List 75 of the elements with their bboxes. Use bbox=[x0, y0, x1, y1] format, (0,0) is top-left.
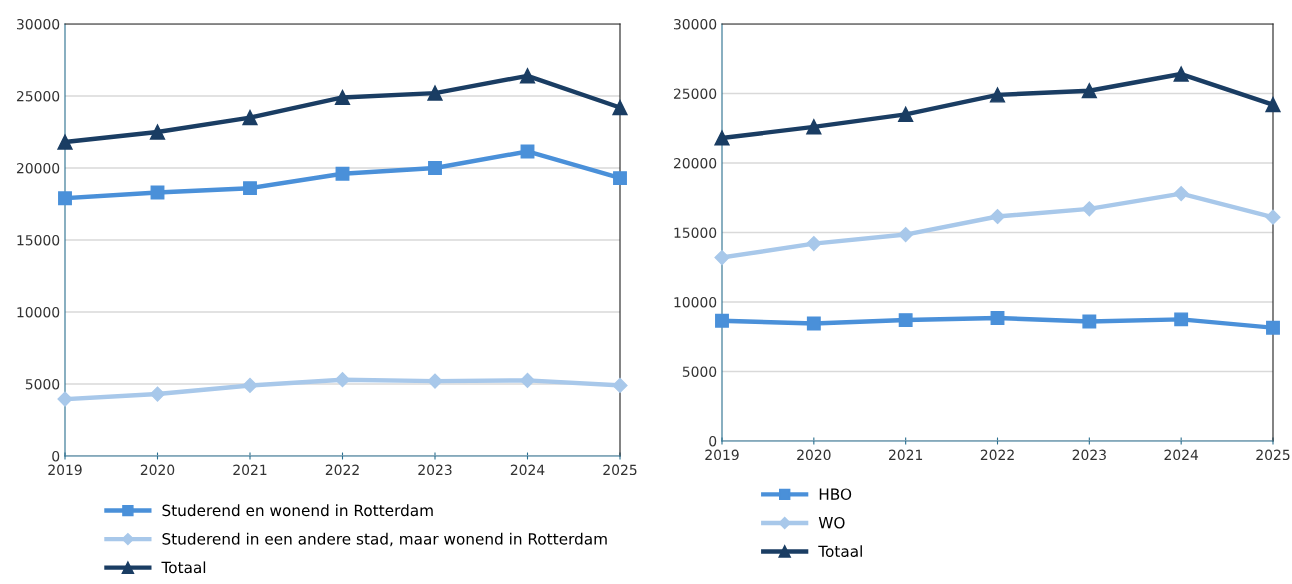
x-tick-label: 2020 bbox=[140, 464, 175, 476]
point bbox=[520, 144, 535, 159]
legend-label: Studerend in een andere stad, maar wonend in Rotterdam bbox=[162, 532, 607, 547]
point bbox=[806, 119, 822, 135]
point bbox=[334, 372, 351, 388]
point bbox=[612, 99, 628, 116]
y-tick-label: 20000 bbox=[16, 162, 60, 174]
point bbox=[58, 191, 72, 206]
x-tick-label: 2019 bbox=[48, 464, 82, 476]
point bbox=[1265, 96, 1281, 113]
x-tick-label: 2020 bbox=[797, 449, 831, 461]
point bbox=[898, 227, 914, 243]
point bbox=[149, 386, 166, 402]
point bbox=[335, 166, 350, 181]
y-tick-label: 30000 bbox=[674, 18, 717, 30]
x-tick-label: 2024 bbox=[510, 464, 545, 476]
point bbox=[806, 236, 822, 252]
point bbox=[1081, 83, 1097, 99]
point bbox=[612, 377, 628, 394]
point bbox=[243, 181, 257, 196]
point bbox=[519, 372, 536, 388]
x-tick-label: 2023 bbox=[418, 464, 452, 476]
point bbox=[1266, 320, 1280, 335]
y-tick-label: 5000 bbox=[682, 366, 717, 377]
point bbox=[334, 89, 351, 106]
point bbox=[898, 313, 913, 328]
y-tick-label: 5000 bbox=[25, 378, 60, 390]
point bbox=[714, 249, 730, 266]
point bbox=[1082, 314, 1097, 329]
point bbox=[898, 106, 914, 122]
x-tick-label: 2019 bbox=[705, 449, 739, 461]
x-tick-label: 2025 bbox=[1256, 449, 1290, 461]
x-tick-label: 2025 bbox=[603, 464, 637, 476]
point bbox=[427, 85, 443, 101]
point bbox=[1173, 186, 1189, 202]
point bbox=[427, 373, 443, 389]
point bbox=[519, 68, 536, 84]
y-tick-label: 15000 bbox=[674, 227, 717, 238]
y-tick-label: 25000 bbox=[673, 88, 717, 99]
point bbox=[242, 377, 258, 394]
point bbox=[57, 391, 73, 407]
point bbox=[57, 134, 73, 150]
point bbox=[1265, 209, 1281, 225]
point bbox=[715, 313, 729, 328]
point bbox=[242, 109, 258, 126]
y-tick-label: 15000 bbox=[17, 234, 60, 246]
point bbox=[714, 130, 730, 146]
y-tick-label: 10000 bbox=[674, 296, 717, 308]
legend-label: HBO bbox=[819, 488, 852, 500]
y-tick-label: 25000 bbox=[16, 90, 60, 102]
point bbox=[613, 171, 627, 186]
y-tick-label: 0 bbox=[52, 450, 60, 462]
y-tick-label: 20000 bbox=[673, 157, 717, 169]
legend-label: Studerend en wonend in Rotterdam bbox=[162, 504, 433, 517]
y-tick-label: 0 bbox=[709, 435, 717, 447]
point bbox=[1174, 312, 1189, 327]
x-tick-label: 2022 bbox=[325, 464, 359, 476]
x-tick-label: 2021 bbox=[889, 449, 923, 461]
y-tick-label: 10000 bbox=[17, 306, 60, 318]
point bbox=[1081, 201, 1097, 217]
x-tick-label: 2023 bbox=[1072, 449, 1106, 461]
point bbox=[806, 316, 821, 331]
legend-label: Totaal bbox=[818, 545, 862, 558]
point bbox=[1173, 66, 1189, 82]
point bbox=[428, 161, 442, 175]
legend-label: Totaal bbox=[161, 561, 206, 574]
x-tick-label: 2024 bbox=[1164, 449, 1199, 461]
point bbox=[989, 208, 1006, 225]
x-tick-label: 2021 bbox=[233, 464, 267, 476]
point bbox=[149, 124, 166, 140]
legend-label: WO bbox=[818, 516, 845, 529]
point bbox=[989, 87, 1006, 103]
x-tick-label: 2022 bbox=[980, 449, 1014, 461]
point bbox=[990, 311, 1005, 325]
y-tick-label: 30000 bbox=[17, 18, 60, 30]
